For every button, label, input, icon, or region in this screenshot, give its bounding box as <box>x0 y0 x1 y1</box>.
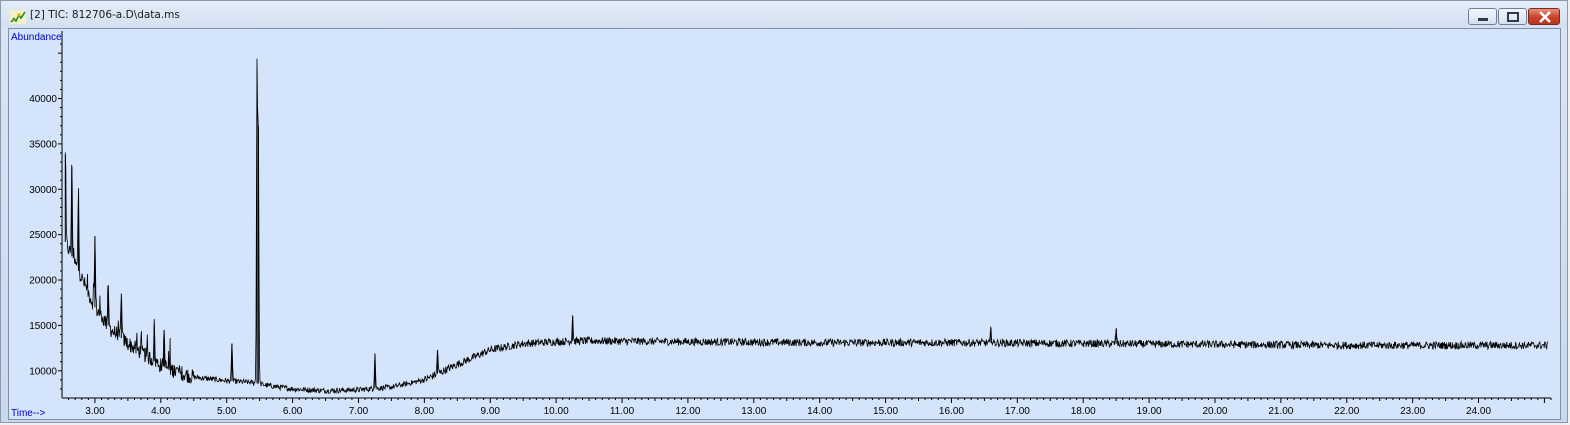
x-tick-label: 20.00 <box>1202 406 1227 417</box>
tic-trace-line <box>64 58 1549 395</box>
x-tick-label: 11.00 <box>610 406 635 417</box>
chromatogram-plot[interactable]: 10000 15000 20000 25000 30000 35000 40000 3.00 4… <box>8 28 1561 420</box>
x-tick-label: 5.00 <box>217 406 237 417</box>
x-tick-label: 22.00 <box>1334 406 1359 417</box>
x-tick-label: 23.00 <box>1400 406 1425 417</box>
y-axis-label: Abundance <box>11 32 62 43</box>
x-tick-label: 7.00 <box>349 406 369 417</box>
x-tick-label: 6.00 <box>283 406 303 417</box>
y-tick-label: 15000 <box>29 321 57 332</box>
close-button[interactable] <box>1528 8 1560 25</box>
x-tick-label: 24.00 <box>1466 406 1491 417</box>
x-tick-label: 18.00 <box>1071 406 1096 417</box>
x-tick-label: 4.00 <box>151 406 171 417</box>
y-tick-label: 25000 <box>29 230 57 241</box>
x-tick-label: 3.00 <box>85 406 105 417</box>
x-tick-label: 19.00 <box>1137 406 1162 417</box>
title-bar[interactable]: [2] TIC: 812706-a.D\data.ms <box>1 1 1567 28</box>
x-tick-label: 17.00 <box>1005 406 1030 417</box>
x-tick-label: 9.00 <box>481 406 501 417</box>
tic-chart: 10000 15000 20000 25000 30000 35000 40000 3.00 4… <box>11 31 1552 419</box>
x-tick-label: 16.00 <box>939 406 964 417</box>
window-title: [2] TIC: 812706-a.D\data.ms <box>30 9 180 21</box>
x-tick-label: 15.00 <box>873 406 898 417</box>
x-tick-label: 21.00 <box>1268 406 1293 417</box>
minimize-icon <box>1478 18 1488 21</box>
x-tick-label: 12.00 <box>675 406 700 417</box>
x-tick-label: 14.00 <box>807 406 832 417</box>
y-tick-label: 30000 <box>29 185 57 196</box>
chromatogram-icon <box>10 9 26 24</box>
close-icon <box>1539 11 1551 23</box>
y-tick-label: 10000 <box>29 366 57 377</box>
x-tick-label: 13.00 <box>741 406 766 417</box>
minimize-button[interactable] <box>1468 8 1497 25</box>
x-tick-label: 10.00 <box>544 406 569 417</box>
restore-icon <box>1507 12 1519 22</box>
y-tick-label: 20000 <box>29 276 57 287</box>
x-tick-label: 8.00 <box>415 406 435 417</box>
restore-button[interactable] <box>1498 8 1527 25</box>
x-axis-label: Time--> <box>11 408 46 419</box>
y-tick-label: 40000 <box>29 94 57 105</box>
y-tick-label: 35000 <box>29 139 57 150</box>
